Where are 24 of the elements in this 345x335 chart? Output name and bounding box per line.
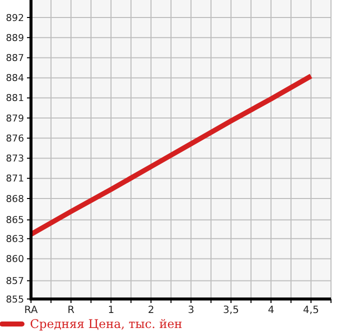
y-tick-label: 863 [6, 234, 24, 245]
x-tick-label: R [68, 305, 75, 316]
y-tick-label: 873 [6, 154, 24, 165]
y-tick-label: 879 [6, 113, 24, 124]
y-tick-label: 855 [6, 294, 24, 306]
x-tick-label: 3 [188, 305, 194, 316]
y-tick-label: 881 [6, 93, 24, 104]
y-tick-label: 887 [6, 53, 24, 64]
y-tick-label: 889 [6, 32, 24, 44]
y-tick-label: 860 [6, 254, 24, 266]
x-tick-label: 3,5 [223, 305, 239, 316]
x-tick-label: 4,5 [303, 305, 319, 316]
y-tick-label: 884 [6, 73, 24, 84]
x-tick-label: 2 [148, 305, 154, 316]
y-tick-label: 868 [6, 194, 24, 205]
x-tick-label: RA [24, 305, 38, 316]
y-tick-label: 892 [6, 12, 24, 24]
y-tick-label: 876 [6, 133, 24, 144]
y-tick-label: 857 [6, 276, 24, 288]
x-tick-label: 1 [108, 305, 114, 316]
legend-label: Средняя Цена, тыс. йен [30, 317, 182, 331]
y-tick-label: 871 [6, 174, 24, 185]
x-tick-label: 4 [268, 305, 274, 316]
y-tick-label: 865 [6, 215, 24, 226]
